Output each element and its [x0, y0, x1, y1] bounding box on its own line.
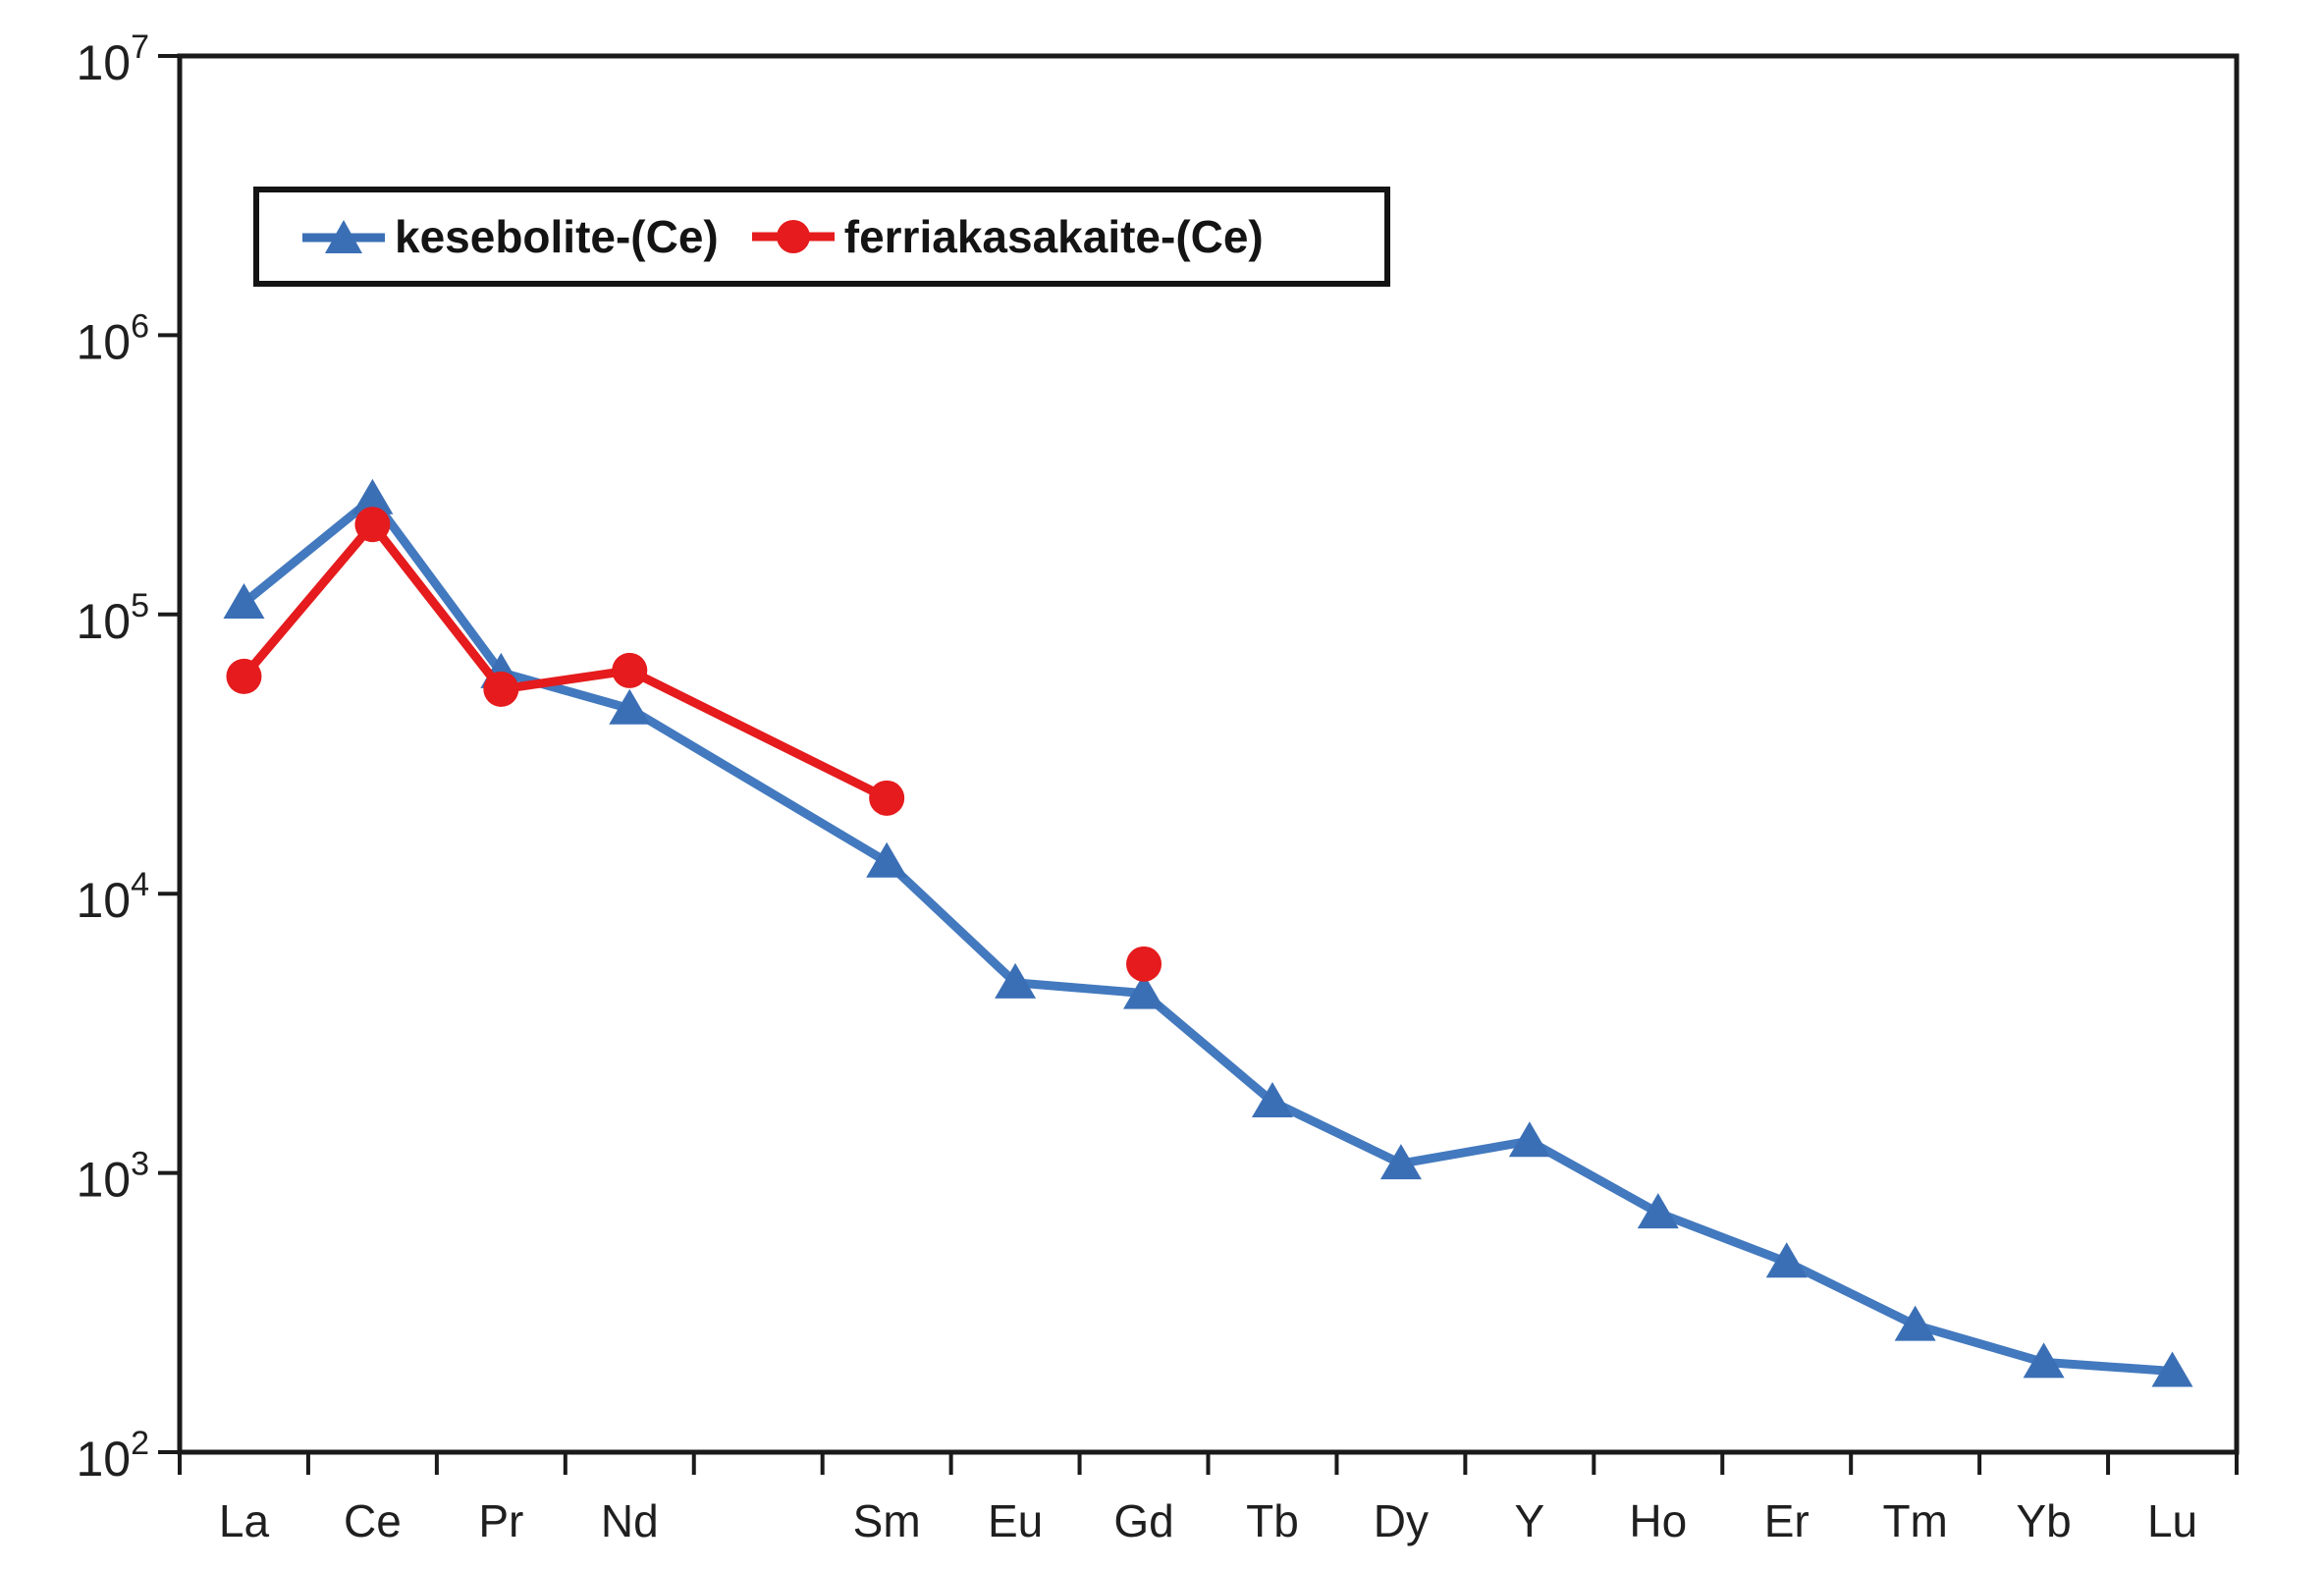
circle-series-swatch-icon	[751, 220, 835, 253]
data-point-kesebolite-(Ce)-Dy	[1379, 1144, 1422, 1180]
swatch-marker-0	[325, 220, 362, 253]
data-point-ferriakasakaite-(Ce)-La	[226, 658, 262, 694]
x-axis-label-Gd: Gd	[1113, 1495, 1173, 1546]
triangle-series-swatch-icon	[302, 220, 385, 253]
swatch-marker-1	[776, 220, 810, 253]
x-axis-label-Sm: Sm	[853, 1495, 921, 1546]
data-point-kesebolite-(Ce)-Ho	[1637, 1193, 1679, 1229]
data-point-kesebolite-(Ce)-Yb	[2023, 1342, 2065, 1379]
data-point-kesebolite-(Ce)-Gd	[1123, 973, 1165, 1009]
x-axis-label-Ho: Ho	[1629, 1495, 1687, 1546]
x-axis-label-Eu: Eu	[988, 1495, 1043, 1546]
y-axis-tick-label-10e6: 106	[76, 307, 149, 369]
x-axis-label-Pr: Pr	[478, 1495, 523, 1546]
data-point-kesebolite-(Ce)-Er	[1765, 1242, 1808, 1278]
x-axis-label-Lu: Lu	[2147, 1495, 2197, 1546]
y-axis-tick-label-10e5: 105	[76, 587, 149, 649]
data-point-ferriakasakaite-(Ce)-Pr	[483, 671, 519, 707]
data-point-ferriakasakaite-(Ce)-Ce	[354, 507, 391, 543]
y-axis-tick-label-10e4: 104	[76, 866, 149, 928]
x-axis-label-Y: Y	[1515, 1495, 1545, 1546]
legend-item-kesebolite: kesebolite-(Ce)	[302, 210, 719, 263]
legend-label-kesebolite: kesebolite-(Ce)	[395, 211, 719, 262]
x-axis-label-Dy: Dy	[1374, 1495, 1429, 1546]
x-axis-label-Tm: Tm	[1882, 1495, 1947, 1546]
data-point-ferriakasakaite-(Ce)-Sm	[869, 780, 905, 816]
data-point-kesebolite-(Ce)-Tb	[1251, 1082, 1293, 1118]
y-axis-tick-label-10e3: 103	[76, 1146, 149, 1208]
series-line-kesebolite-(Ce)	[240, 494, 2177, 1376]
x-axis-label-Yb: Yb	[2016, 1495, 2071, 1546]
data-point-kesebolite-(Ce)-Sm	[866, 841, 908, 878]
data-point-kesebolite-(Ce)-Eu	[995, 962, 1037, 999]
x-axis-label-Ce: Ce	[344, 1495, 402, 1546]
legend-item-ferriakasakaite: ferriakasakaite-(Ce)	[751, 210, 1264, 263]
y-axis-tick-label-10e2: 102	[76, 1425, 149, 1487]
x-axis-label-Tb: Tb	[1246, 1495, 1299, 1546]
series-line-ferriakasakaite-(Ce)	[240, 519, 892, 803]
data-point-kesebolite-(Ce)-La	[223, 583, 265, 620]
data-point-ferriakasakaite-(Ce)-Nd	[612, 652, 648, 688]
data-point-kesebolite-(Ce)-Ce	[351, 478, 394, 514]
y-axis-tick-label-10e7: 107	[76, 28, 149, 90]
x-axis-label-Er: Er	[1764, 1495, 1810, 1546]
x-axis-label-La: La	[219, 1495, 270, 1546]
legend-label-ferriakasakaite: ferriakasakaite-(Ce)	[843, 211, 1264, 262]
data-point-kesebolite-(Ce)-Tm	[1894, 1305, 1936, 1341]
data-point-kesebolite-(Ce)-Nd	[609, 688, 651, 725]
legend: kesebolite-(Ce) ferriakasakaite-(Ce)	[253, 187, 1390, 287]
data-point-kesebolite-(Ce)-Lu	[2151, 1351, 2193, 1387]
data-point-ferriakasakaite-(Ce)-Gd	[1126, 946, 1162, 982]
x-axis-label-Nd: Nd	[601, 1495, 659, 1546]
data-point-kesebolite-(Ce)-Y	[1508, 1121, 1550, 1158]
